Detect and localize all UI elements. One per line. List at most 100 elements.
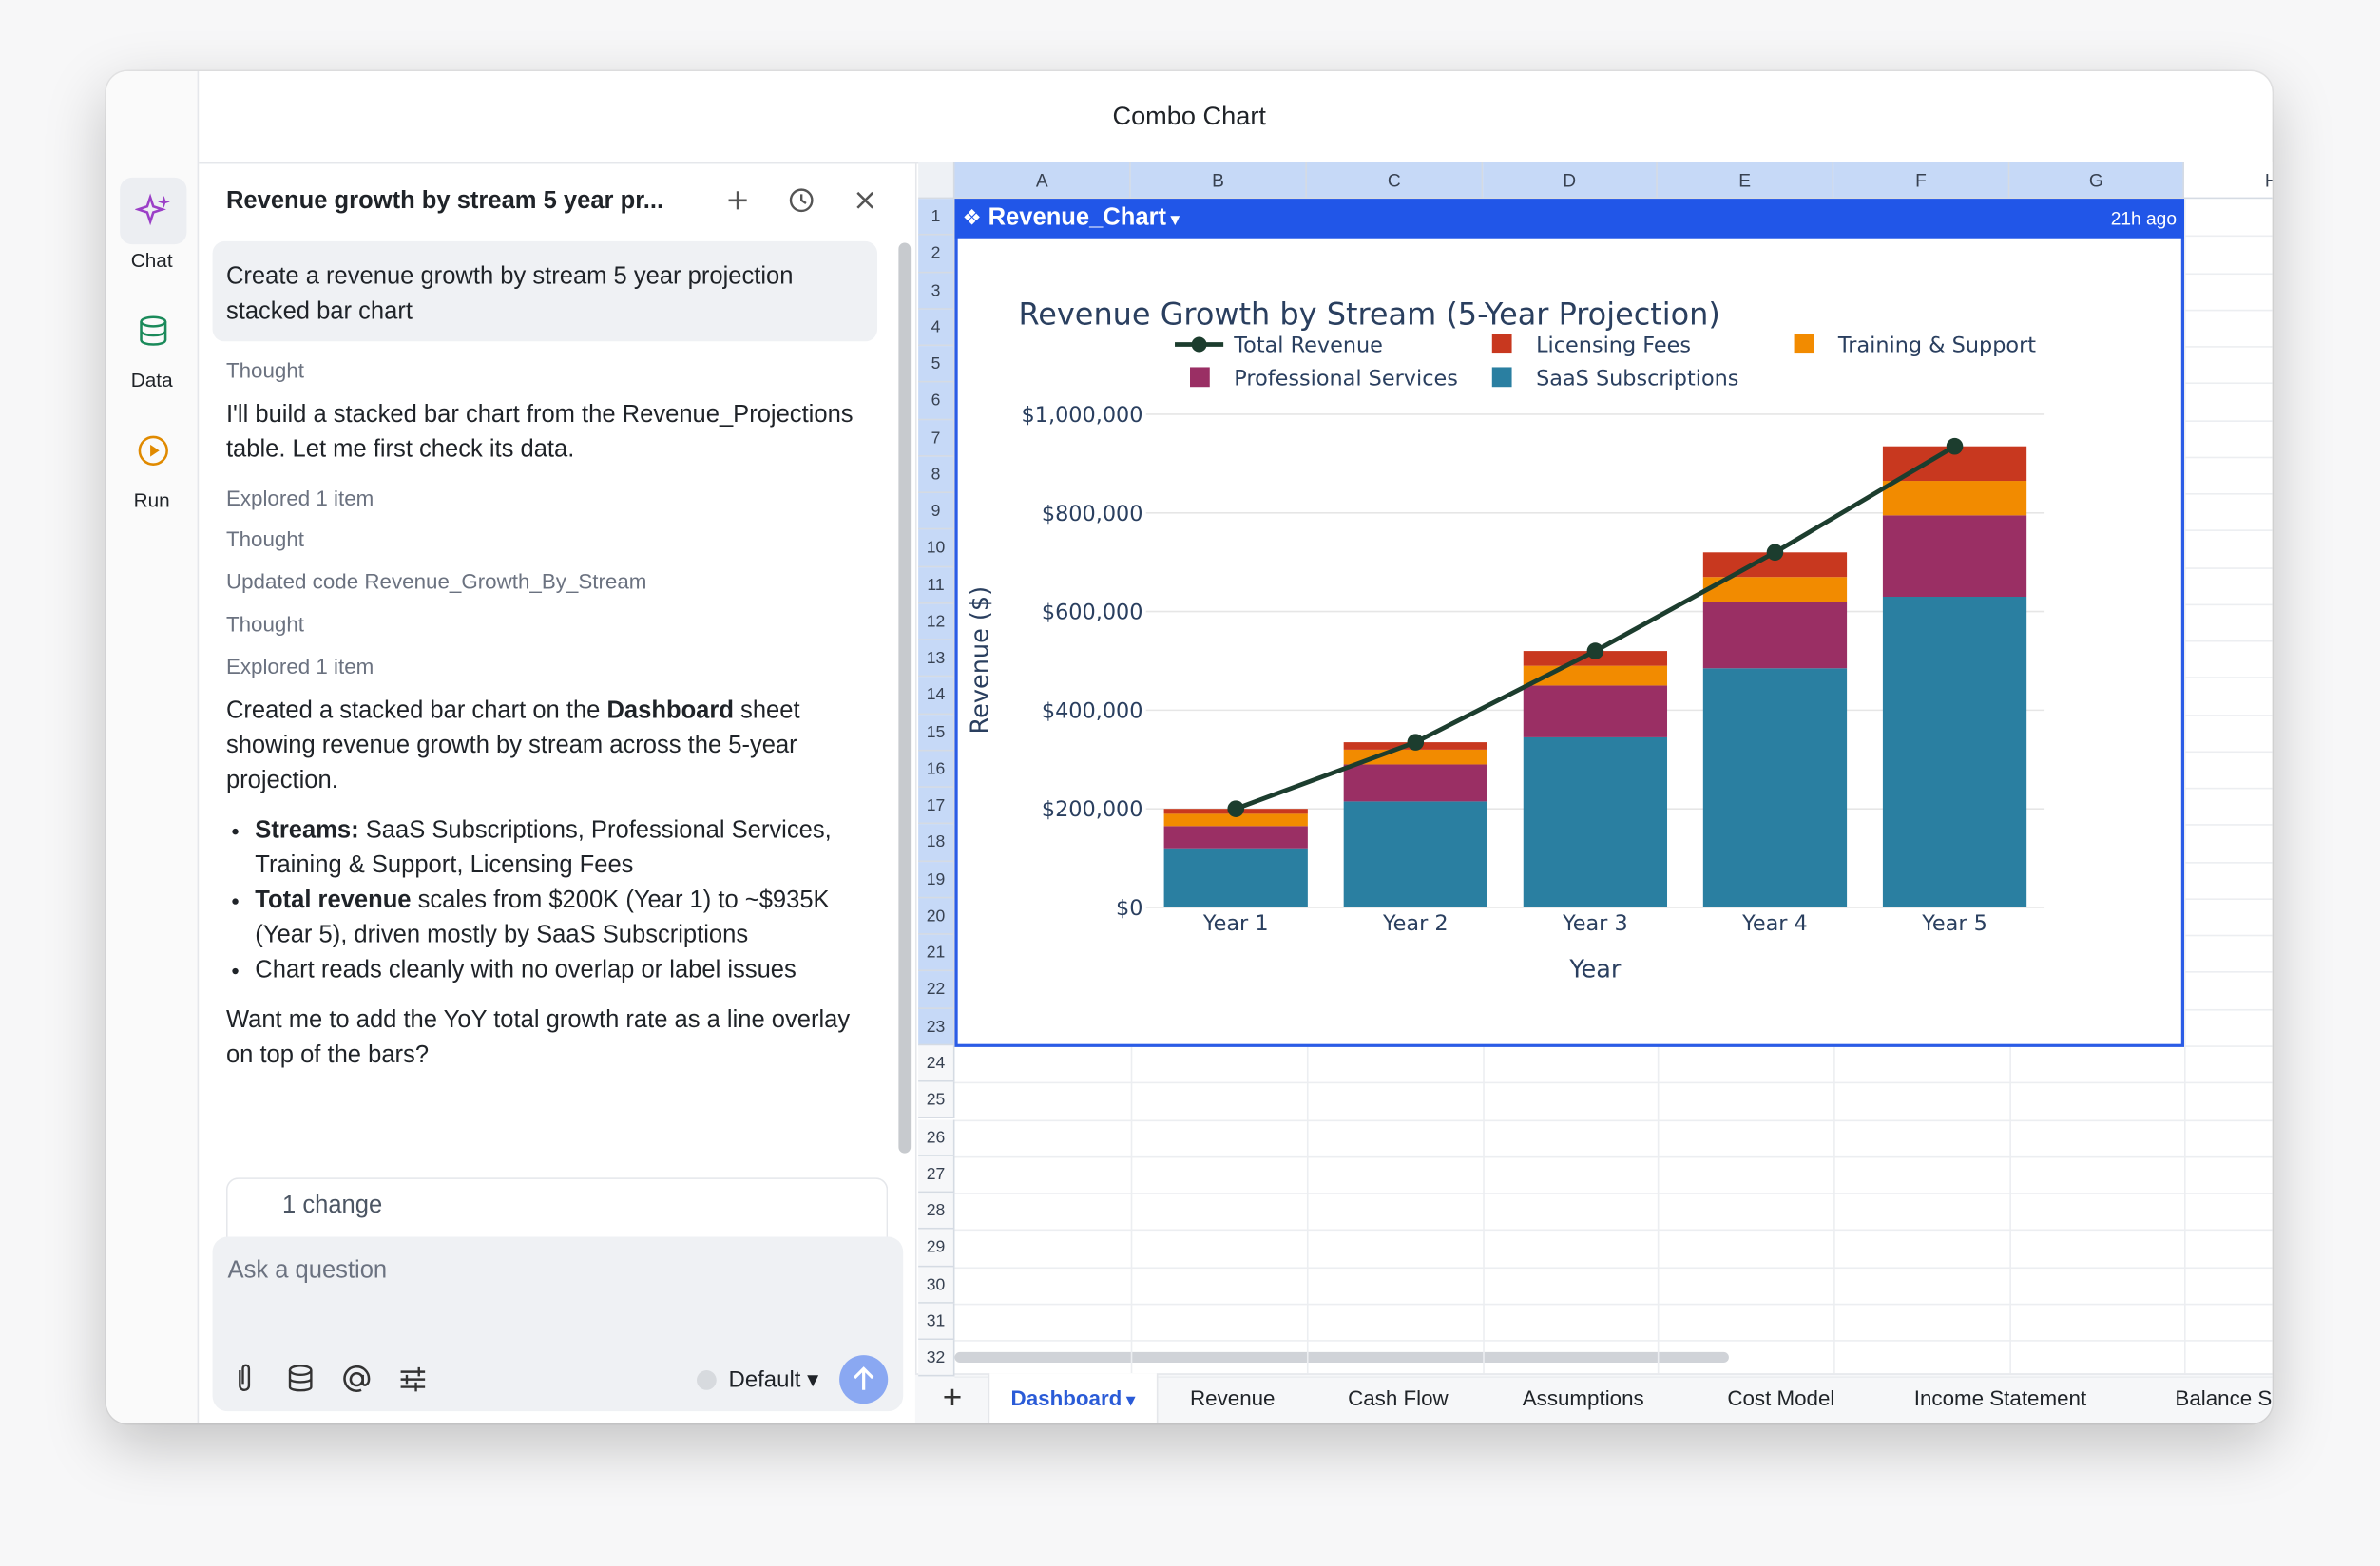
- row-header[interactable]: 14: [918, 677, 955, 715]
- changes-label[interactable]: 1 change: [282, 1193, 383, 1219]
- legend-dot: [1191, 336, 1207, 353]
- h-scrollbar[interactable]: [954, 1351, 1729, 1364]
- row-gridline: [954, 1193, 2273, 1194]
- model-select[interactable]: Default ▾: [728, 1366, 819, 1393]
- sheet-tab-label[interactable]: Cash Flow: [1348, 1385, 1449, 1410]
- step-label[interactable]: Updated code Revenue_Growth_By_Stream: [226, 569, 646, 594]
- sheet-tab[interactable]: Income Statement: [1914, 1373, 2086, 1423]
- summary-segment: Created a stacked bar chart on the: [225, 697, 607, 724]
- row-header[interactable]: 25: [918, 1081, 955, 1119]
- row-header[interactable]: 9: [918, 493, 955, 530]
- sheet-tab[interactable]: Dashboard ▾: [988, 1373, 1158, 1423]
- row-header[interactable]: 31: [918, 1303, 955, 1341]
- row-header[interactable]: 2: [918, 235, 955, 273]
- step-prefix: Updated code: [225, 568, 359, 594]
- corner-cell: [918, 162, 955, 200]
- row-header[interactable]: 12: [918, 603, 955, 641]
- row-gridline: [954, 1266, 2273, 1269]
- input-tools[interactable]: [231, 1363, 429, 1396]
- add-sheet[interactable]: +: [942, 1378, 963, 1416]
- assistant-message: I'll build a stacked bar chart from the …: [225, 402, 854, 464]
- row-header[interactable]: 3: [918, 272, 955, 310]
- row-header[interactable]: 32: [918, 1340, 955, 1377]
- input-placeholder[interactable]: Ask a question: [227, 1257, 388, 1285]
- chart-object-name-text[interactable]: Revenue_Chart: [988, 204, 1167, 231]
- column-header[interactable]: D: [1483, 162, 1658, 200]
- nav-label[interactable]: Data: [130, 369, 173, 392]
- row-header[interactable]: 6: [918, 382, 955, 420]
- legend-label: SaaS Subscriptions: [1536, 367, 1738, 392]
- step-label[interactable]: Explored 1 item: [225, 654, 374, 678]
- sheet-tab-label[interactable]: Revenue: [1190, 1385, 1276, 1410]
- column-header[interactable]: G: [2009, 162, 2184, 200]
- scrollbar[interactable]: [898, 242, 912, 1154]
- column-header[interactable]: H: [2183, 162, 2273, 200]
- chat-nav-active[interactable]: [120, 177, 187, 245]
- row-header[interactable]: 7: [918, 419, 955, 457]
- row-header[interactable]: 15: [918, 714, 955, 752]
- bullet-item: Chart reads cleanly with no overlap or l…: [255, 953, 885, 988]
- nav-label[interactable]: Run: [133, 488, 170, 512]
- bullet-text: SaaS Subscriptions, Professional Service…: [255, 817, 832, 879]
- sheet-tab-label[interactable]: Dashboard: [1010, 1385, 1123, 1410]
- row-header[interactable]: 18: [918, 824, 955, 862]
- y-axis-title: Revenue ($): [967, 586, 995, 735]
- sheet-tab-label[interactable]: Balance Sheet: [2175, 1385, 2273, 1410]
- changes-box[interactable]: [225, 1177, 889, 1239]
- summary-segment: Dashboard: [606, 697, 734, 724]
- chat-header-actions[interactable]: [725, 186, 892, 217]
- row-header[interactable]: 17: [918, 788, 955, 825]
- sheet-tab[interactable]: Revenue: [1190, 1373, 1276, 1423]
- row-header[interactable]: 19: [918, 861, 955, 899]
- step-file: Revenue_Growth_By_Stream: [364, 568, 647, 594]
- bar: [1163, 826, 1308, 849]
- column-header[interactable]: A: [954, 162, 1131, 200]
- row-header[interactable]: 23: [918, 1008, 955, 1046]
- run-icon[interactable]: [137, 434, 170, 468]
- thought-label[interactable]: Thought: [225, 611, 304, 637]
- column-header[interactable]: B: [1130, 162, 1307, 200]
- row-header[interactable]: 10: [918, 529, 955, 567]
- sheet-tab[interactable]: Balance Sheet: [2175, 1373, 2272, 1423]
- sheet-tab[interactable]: Assumptions: [1523, 1373, 1644, 1423]
- send-icon[interactable]: [839, 1355, 888, 1404]
- thought-label[interactable]: Thought: [225, 357, 304, 383]
- legend-swatch: [1190, 367, 1210, 388]
- row-header[interactable]: 26: [918, 1118, 955, 1156]
- thought-label[interactable]: Thought: [225, 526, 304, 551]
- sheet-tab-label[interactable]: Cost Model: [1727, 1385, 1835, 1410]
- sheet-tab-label[interactable]: Income Statement: [1913, 1385, 2087, 1410]
- row-header[interactable]: 24: [918, 1045, 955, 1082]
- row-header[interactable]: 28: [918, 1193, 955, 1230]
- sheet-tab[interactable]: Cash Flow: [1348, 1373, 1449, 1423]
- chat-icon[interactable]: [135, 193, 171, 229]
- row-header[interactable]: 20: [918, 898, 955, 936]
- row-gridline: [954, 1376, 2273, 1379]
- bar: [1523, 685, 1668, 737]
- row-header[interactable]: 13: [918, 640, 955, 678]
- row-header[interactable]: 11: [918, 566, 955, 604]
- row-header[interactable]: 1: [918, 199, 955, 236]
- column-header[interactable]: E: [1657, 162, 1834, 200]
- row-header[interactable]: 21: [918, 935, 955, 972]
- data-icon[interactable]: [137, 315, 170, 351]
- bar: [1882, 596, 2027, 907]
- send-button[interactable]: [839, 1355, 889, 1404]
- column-header[interactable]: C: [1306, 162, 1484, 200]
- sheet-tab[interactable]: Cost Model: [1727, 1373, 1834, 1423]
- row-header[interactable]: 5: [918, 346, 955, 383]
- step-label[interactable]: Explored 1 item: [225, 486, 374, 510]
- model-label[interactable]: Default: [728, 1366, 801, 1393]
- sheet-tab-label[interactable]: Assumptions: [1522, 1385, 1644, 1410]
- row-header[interactable]: 8: [918, 456, 955, 494]
- row-header[interactable]: 29: [918, 1229, 955, 1267]
- nav-label[interactable]: Chat: [130, 248, 173, 272]
- chart-object-name[interactable]: Revenue_Chart ▾: [988, 205, 1180, 233]
- row-header[interactable]: 22: [918, 971, 955, 1009]
- row-header[interactable]: 16: [918, 751, 955, 789]
- input-box[interactable]: [212, 1236, 904, 1412]
- row-header[interactable]: 4: [918, 309, 955, 347]
- row-header[interactable]: 30: [918, 1266, 955, 1304]
- column-header[interactable]: F: [1833, 162, 2010, 200]
- row-header[interactable]: 27: [918, 1155, 955, 1194]
